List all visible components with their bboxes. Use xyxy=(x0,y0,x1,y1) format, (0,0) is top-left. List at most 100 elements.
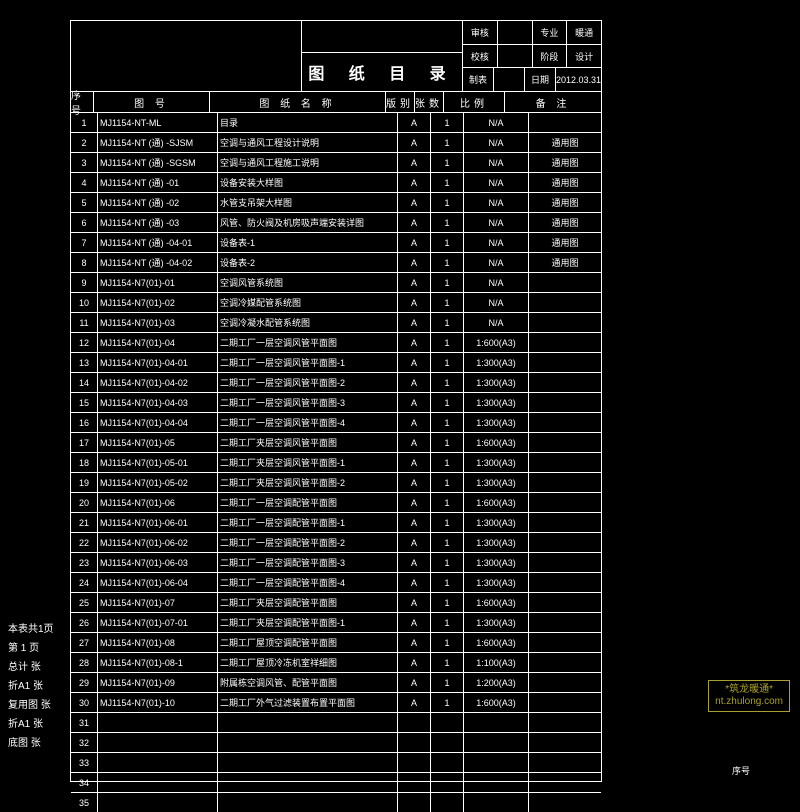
table-cell: A xyxy=(398,393,431,412)
table-cell: 1 xyxy=(431,453,464,472)
table-cell: 1:300(A3) xyxy=(464,533,529,552)
table-row: 18MJ1154-N7(01)-05-01二期工厂夹层空调风管平面图-1A11:… xyxy=(71,453,601,473)
table-cell: A xyxy=(398,553,431,572)
table-row: 21MJ1154-N7(01)-06-01二期工厂一层空调配管平面图-1A11:… xyxy=(71,513,601,533)
table-cell: N/A xyxy=(464,113,529,132)
table-cell: 1 xyxy=(431,433,464,452)
table-cell xyxy=(98,733,218,752)
table-cell xyxy=(398,793,431,812)
table-cell xyxy=(529,673,601,692)
table-body: 1MJ1154-NT-ML目录A1N/A2MJ1154-NT (通) -SJSM… xyxy=(71,113,601,812)
table-cell: N/A xyxy=(464,273,529,292)
table-cell: N/A xyxy=(464,253,529,272)
header-info-cell: 制表 xyxy=(463,68,494,91)
table-cell xyxy=(529,453,601,472)
table-row: 16MJ1154-N7(01)-04-04二期工厂一层空调风管平面图-4A11:… xyxy=(71,413,601,433)
table-cell: MJ1154-N7(01)-06-01 xyxy=(98,513,218,532)
table-cell: 1 xyxy=(431,653,464,672)
table-row: 19MJ1154-N7(01)-05-02二期工厂夹层空调风管平面图-2A11:… xyxy=(71,473,601,493)
table-cell: 通用图 xyxy=(529,213,601,232)
table-cell: N/A xyxy=(464,233,529,252)
table-cell: 二期工厂一层空调风管平面图 xyxy=(218,333,398,352)
table-cell: 二期工厂一层空调配管平面图-4 xyxy=(218,573,398,592)
header-info-cell xyxy=(498,21,533,44)
table-cell xyxy=(529,313,601,332)
table-cell: 1 xyxy=(431,353,464,372)
table-cell: MJ1154-NT (通) -SGSM xyxy=(98,153,218,172)
table-cell xyxy=(218,713,398,732)
table-cell: A xyxy=(398,473,431,492)
side-label: 总计 张 xyxy=(8,658,54,677)
table-cell: MJ1154-N7(01)-08-1 xyxy=(98,653,218,672)
table-cell xyxy=(529,273,601,292)
table-cell: 1:300(A3) xyxy=(464,573,529,592)
table-cell: 设备表-1 xyxy=(218,233,398,252)
table-cell: 附属栋空调风管、配管平面图 xyxy=(218,673,398,692)
table-cell: 1:600(A3) xyxy=(464,493,529,512)
table-cell: MJ1154-N7(01)-07 xyxy=(98,593,218,612)
table-cell: 35 xyxy=(71,793,98,812)
table-cell: N/A xyxy=(464,293,529,312)
table-cell: MJ1154-N7(01)-08 xyxy=(98,633,218,652)
header-left-blank xyxy=(71,21,302,91)
table-cell: MJ1154-N7(01)-04-03 xyxy=(98,393,218,412)
table-cell: 1:300(A3) xyxy=(464,613,529,632)
table-cell: 空调与通风工程设计说明 xyxy=(218,133,398,152)
table-cell: 17 xyxy=(71,433,98,452)
side-summary-labels: 本表共1页第 1 页总计 张折A1 张复用图 张折A1 张底图 张 xyxy=(8,620,54,753)
table-cell xyxy=(464,733,529,752)
table-cell xyxy=(464,793,529,812)
table-cell xyxy=(529,413,601,432)
table-row: 34 xyxy=(71,773,601,793)
table-row: 31 xyxy=(71,713,601,733)
table-cell: 1:300(A3) xyxy=(464,553,529,572)
table-cell: MJ1154-N7(01)-09 xyxy=(98,673,218,692)
table-cell: MJ1154-NT (通) -03 xyxy=(98,213,218,232)
table-cell: 1:300(A3) xyxy=(464,413,529,432)
table-row: 10MJ1154-N7(01)-02空调冷媒配管系统图A1N/A xyxy=(71,293,601,313)
table-row: 20MJ1154-N7(01)-06二期工厂一层空调配管平面图A11:600(A… xyxy=(71,493,601,513)
table-cell: 空调冷媒配管系统图 xyxy=(218,293,398,312)
table-cell: 7 xyxy=(71,233,98,252)
table-cell: 27 xyxy=(71,633,98,652)
table-cell xyxy=(431,713,464,732)
table-cell: 1 xyxy=(431,113,464,132)
table-cell: A xyxy=(398,233,431,252)
table-cell: 1 xyxy=(431,613,464,632)
table-cell: 通用图 xyxy=(529,193,601,212)
table-cell xyxy=(529,553,601,572)
table-cell xyxy=(398,753,431,772)
table-row: 17MJ1154-N7(01)-05二期工厂夹层空调风管平面图A11:600(A… xyxy=(71,433,601,453)
header-info-row: 制表日期2012.03.31 xyxy=(463,68,601,91)
table-cell: 二期工厂夹层空调风管平面图-1 xyxy=(218,453,398,472)
header-info-cell: 审核 xyxy=(463,21,498,44)
table-cell xyxy=(431,793,464,812)
table-cell: A xyxy=(398,353,431,372)
table-row: 33 xyxy=(71,753,601,773)
table-cell: 1 xyxy=(431,533,464,552)
table-cell: A xyxy=(398,513,431,532)
table-cell: MJ1154-N7(01)-10 xyxy=(98,693,218,712)
table-cell xyxy=(431,773,464,792)
table-cell: MJ1154-N7(01)-06-02 xyxy=(98,533,218,552)
table-cell: 1:600(A3) xyxy=(464,433,529,452)
table-cell: 二期工厂夹层空调风管平面图-2 xyxy=(218,473,398,492)
table-cell: A xyxy=(398,593,431,612)
table-cell: 22 xyxy=(71,533,98,552)
table-row: 29MJ1154-N7(01)-09附属栋空调风管、配管平面图A11:200(A… xyxy=(71,673,601,693)
header-info-cell xyxy=(498,45,533,68)
header-info-cell: 校核 xyxy=(463,45,498,68)
table-cell: 1:300(A3) xyxy=(464,453,529,472)
table-row: 13MJ1154-N7(01)-04-01二期工厂一层空调风管平面图-1A11:… xyxy=(71,353,601,373)
table-cell: 16 xyxy=(71,413,98,432)
table-row: 15MJ1154-N7(01)-04-03二期工厂一层空调风管平面图-3A11:… xyxy=(71,393,601,413)
header-info-row: 审核专业暖通 xyxy=(463,21,601,45)
table-cell: 1 xyxy=(431,373,464,392)
table-cell: 1 xyxy=(431,173,464,192)
table-cell: 1:300(A3) xyxy=(464,353,529,372)
drawing-index-sheet: 图 纸 目 录 审核专业暖通校核阶段设计制表日期2012.03.31 序号图 号… xyxy=(70,20,602,782)
table-cell: 1 xyxy=(431,213,464,232)
table-row: 12MJ1154-N7(01)-04二期工厂一层空调风管平面图A11:600(A… xyxy=(71,333,601,353)
column-header: 版别 xyxy=(386,92,415,112)
table-cell: 空调与通风工程施工说明 xyxy=(218,153,398,172)
